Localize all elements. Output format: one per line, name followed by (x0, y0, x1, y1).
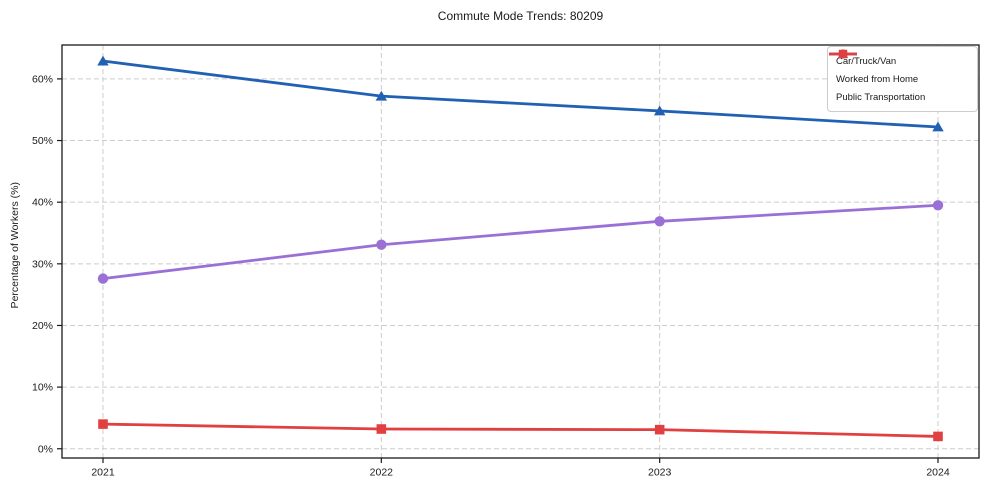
circle-marker (654, 216, 665, 227)
triangle-marker (653, 105, 666, 116)
chart-title: Commute Mode Trends: 80209 (437, 9, 604, 23)
y-tick-label: 60% (32, 73, 53, 85)
circle-marker (376, 239, 387, 250)
triangle-marker (375, 90, 388, 101)
axis-ticks (57, 78, 939, 463)
y-tick-label: 30% (32, 258, 53, 270)
square-marker (376, 424, 387, 434)
y-tick-label: 10% (32, 382, 53, 394)
y-tick-label: 50% (32, 135, 53, 147)
triangle-marker (932, 121, 944, 132)
circle-marker (932, 200, 944, 211)
series-line (101, 203, 940, 281)
legend-label: Car/Truck/Van (836, 55, 897, 67)
y-tick-label: 40% (32, 197, 53, 209)
square-marker (654, 424, 665, 435)
legend-label: Public Transportation (836, 91, 926, 103)
legend-item-3: Public Transportation (829, 49, 969, 105)
series-line (101, 59, 940, 129)
x-tick-label: 2024 (926, 467, 950, 479)
legend-label: Worked from Home (836, 73, 919, 85)
x-tick-label: 2022 (370, 467, 394, 479)
x-tick-label: 2021 (91, 467, 115, 479)
series-line (101, 422, 940, 438)
square-marker (933, 431, 943, 442)
square-marker (98, 419, 108, 429)
x-tick-label: 2023 (648, 467, 672, 479)
triangle-marker (97, 55, 109, 66)
legend-item-2: Worked from Home (829, 49, 969, 87)
plot-border (61, 44, 980, 459)
circle-marker (97, 273, 109, 284)
series-2 (97, 200, 944, 284)
square-marker (838, 49, 848, 59)
series-1 (97, 55, 944, 132)
legend-square-marker-sample (829, 49, 857, 59)
y-tick-label: 0% (38, 443, 53, 455)
series-3 (98, 419, 943, 442)
chart-legend: Car/Truck/Van Worked from Home Public Tran… (827, 46, 978, 112)
y-tick-label: 20% (32, 320, 53, 332)
